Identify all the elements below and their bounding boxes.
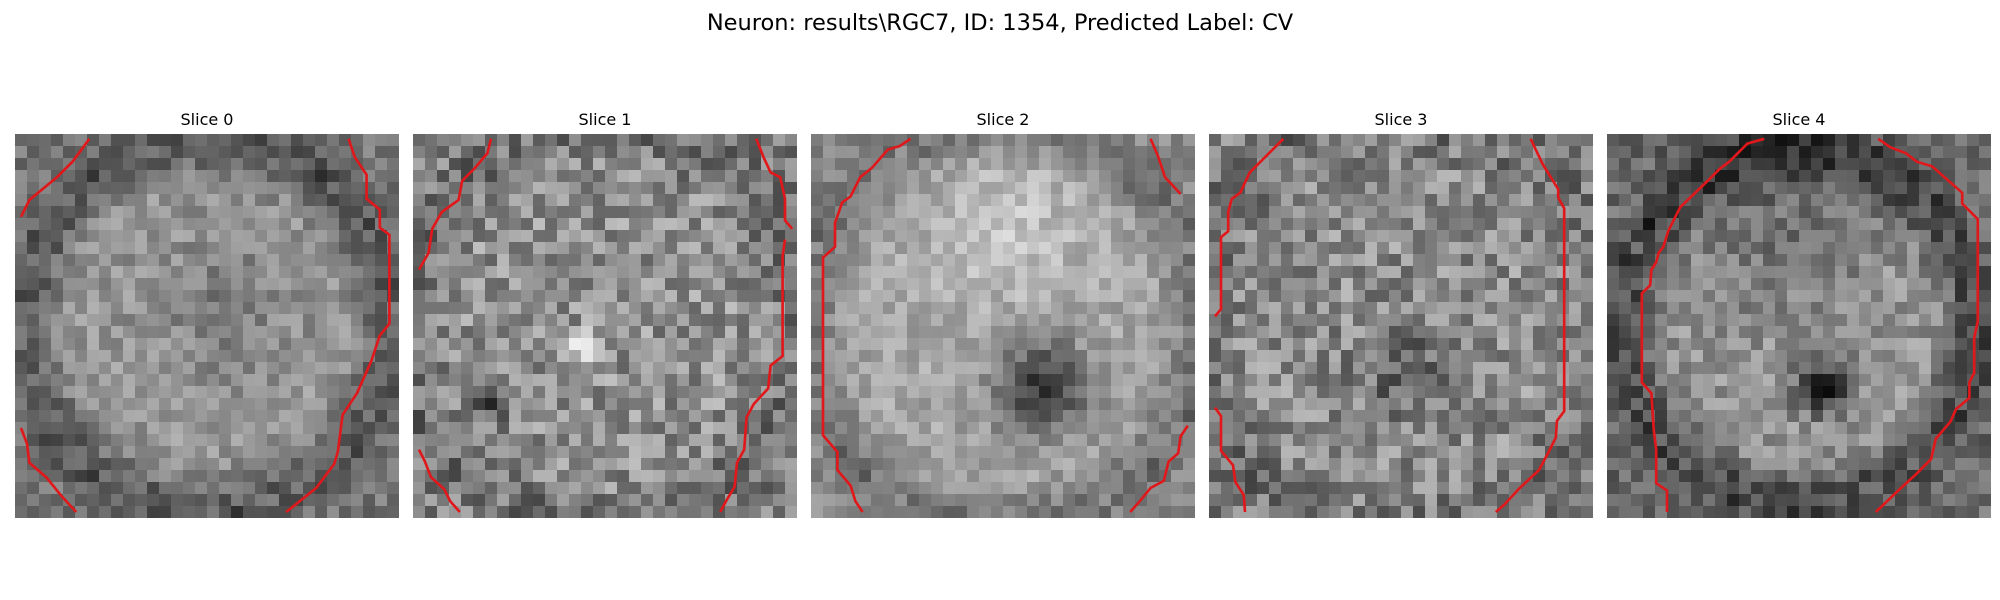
slice-image-4	[1607, 134, 1991, 518]
contour-overlay-1	[417, 138, 794, 513]
slice-panel-2: Slice 2	[811, 110, 1195, 520]
slice-panel-1: Slice 1	[413, 110, 797, 520]
contour-line	[285, 138, 391, 514]
slice-title-3: Slice 3	[1374, 110, 1428, 129]
contour-line	[1213, 406, 1247, 513]
contour-line	[821, 137, 912, 513]
contour-line	[754, 138, 794, 230]
contour-line	[19, 427, 78, 513]
slice-panel-0: Slice 0	[15, 110, 399, 520]
contour-overlay-0	[19, 138, 391, 514]
contour-line	[417, 138, 493, 271]
contour-line	[1640, 137, 1765, 512]
contour-overlay-3	[1213, 137, 1566, 514]
slice-title-1: Slice 1	[578, 110, 632, 129]
contour-overlay-2	[821, 137, 1189, 513]
slice-title-4: Slice 4	[1772, 110, 1826, 129]
slice-title-0: Slice 0	[180, 110, 234, 129]
contour-line	[1874, 137, 1980, 513]
contour-line	[1149, 138, 1182, 195]
contour-line	[1129, 424, 1189, 513]
slice-title-2: Slice 2	[976, 110, 1030, 129]
contour-line	[19, 138, 91, 218]
slice-image-3	[1209, 134, 1593, 518]
contour-line	[1213, 137, 1285, 318]
slice-panel-3: Slice 3	[1209, 110, 1593, 520]
slice-image-1	[413, 134, 797, 518]
slice-image-2	[811, 134, 1195, 518]
slice-panel-4: Slice 4	[1607, 110, 1991, 520]
slice-image-0	[15, 134, 399, 518]
figure-title: Neuron: results\RGC7, ID: 1354, Predicte…	[706, 10, 1294, 36]
contour-line	[1494, 138, 1566, 514]
contour-overlay-4	[1640, 137, 1980, 513]
contour-line	[417, 449, 461, 513]
contour-line	[719, 239, 787, 513]
